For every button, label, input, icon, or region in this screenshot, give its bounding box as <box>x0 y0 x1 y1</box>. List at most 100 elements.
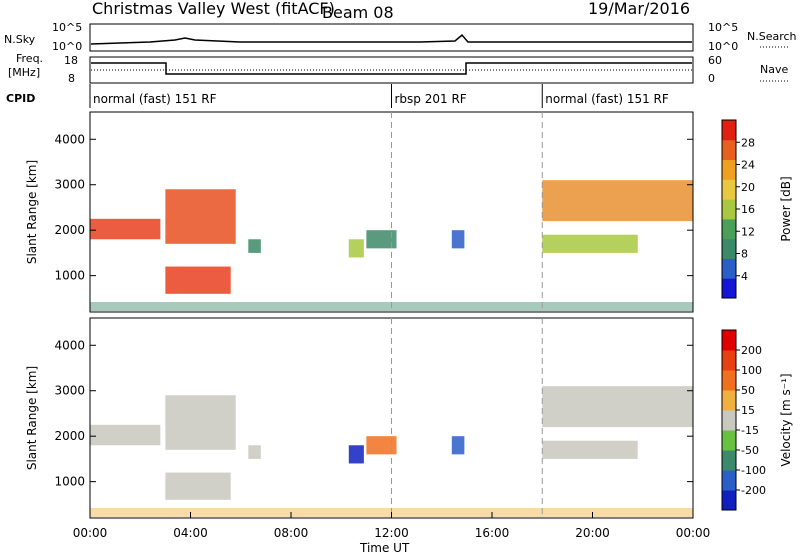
beam-title: Beam 08 <box>322 3 394 22</box>
colorbar-swatch <box>722 450 736 471</box>
y-tick-label: 4000 <box>54 132 85 146</box>
colorbar-tick-label: 24 <box>741 159 755 172</box>
colorbar-tick-label: 50 <box>741 384 755 397</box>
colorbar-label: Power [dB] <box>779 176 793 241</box>
colorbar-tick-label: 20 <box>741 181 755 194</box>
x-axis-label: Time UT <box>359 541 410 554</box>
y-tick-label: 2000 <box>54 429 85 443</box>
nsearch-tick-bottom: 10^0 <box>708 40 738 53</box>
y-tick-label: 4000 <box>54 338 85 352</box>
scatter-region <box>165 266 231 294</box>
nsky-strip-frame <box>89 23 694 52</box>
freq-trace <box>91 62 692 75</box>
cpid-segment-label: normal (fast) 151 RF <box>545 92 669 106</box>
station-title: Christmas Valley West (fitACF) <box>92 0 335 18</box>
scatter-region <box>451 436 465 455</box>
x-tick-label: 16:00 <box>475 526 510 540</box>
freq-label: Freq. <box>16 52 43 65</box>
colorbar-swatch <box>722 278 736 299</box>
scatter-region <box>90 218 161 240</box>
nave-tick-top: 60 <box>708 54 722 67</box>
colorbar-tick-label: 4 <box>741 270 748 283</box>
scatter-region <box>348 445 364 464</box>
y-axis-label: Slant Range [km] <box>25 366 39 470</box>
scatter-region <box>165 189 236 244</box>
scatter-region <box>90 424 161 446</box>
scatter-region <box>348 239 364 258</box>
colorbar-tick-label: 28 <box>741 136 755 149</box>
nsky-trace <box>90 33 692 45</box>
colorbar-swatch <box>722 470 736 491</box>
x-tick-label: 08:00 <box>274 526 309 540</box>
colorbar-tick-label: -100 <box>741 464 766 477</box>
colorbar-swatch <box>722 258 736 279</box>
scatter-region <box>366 436 397 455</box>
power-panel: 1000 2000 3000 4000 Slant Range [km] 28 24 20 16… <box>25 111 793 313</box>
scatter-region <box>248 239 261 253</box>
y-tick-label: 3000 <box>54 384 85 398</box>
y-tick-label: 1000 <box>54 269 85 283</box>
scatter-region <box>542 440 638 459</box>
colorbar-tick-label: -15 <box>741 424 759 437</box>
freq-tick-bottom: 8 <box>68 72 75 85</box>
x-tick-label: 00:00 <box>73 526 108 540</box>
x-tick-label: 12:00 <box>374 526 409 540</box>
colorbar-tick-label: -50 <box>741 444 759 457</box>
nsky-tick-top: 10^5 <box>52 21 82 34</box>
scatter-region <box>366 230 397 249</box>
nsearch-label: N.Search <box>747 30 797 43</box>
colorbar-swatch <box>722 139 736 161</box>
freq-strip-frame <box>89 56 694 84</box>
colorbar-swatch <box>722 350 736 371</box>
y-axis-label: Slant Range [km] <box>25 160 39 264</box>
colorbar-swatch <box>722 410 736 431</box>
colorbar-tick-label: 15 <box>741 404 755 417</box>
scatter-region <box>542 386 693 428</box>
colorbar-tick-label: -200 <box>741 484 766 497</box>
colorbar-swatch <box>722 159 736 180</box>
freq-unit-label: [MHz] <box>8 66 40 79</box>
scatter-region <box>248 445 261 459</box>
colorbar-tick-label: 12 <box>741 225 755 238</box>
colorbar-tick-label: 8 <box>741 248 748 261</box>
scatter-region <box>451 230 465 249</box>
velocity-panel: 1000 2000 3000 4000 Slant Range [km] 200 100 50… <box>25 317 793 519</box>
cpid-segment-label: rbsp 201 RF <box>395 92 467 106</box>
freq-tick-top: 18 <box>64 54 78 67</box>
x-tick-label: 20:00 <box>575 526 610 540</box>
colorbar-tick-label: 16 <box>741 203 755 216</box>
colorbar-swatch <box>722 370 736 391</box>
colorbar-tick-label: 200 <box>741 344 762 357</box>
nsearch-tick-top: 10^5 <box>708 21 738 34</box>
date-title: 19/Mar/2016 <box>588 0 690 18</box>
nsky-tick-bottom: 10^0 <box>52 40 82 53</box>
nave-tick-bottom: 0 <box>708 72 715 85</box>
colorbar-swatch <box>722 430 736 451</box>
cpid-label: CPID <box>6 92 35 105</box>
scatter-region <box>165 472 231 500</box>
cpid-segments: normal (fast) 151 RF rbsp 201 RF normal (f… <box>89 84 669 108</box>
colorbar-tick-label: 100 <box>741 364 762 377</box>
colorbar-swatch <box>722 218 736 240</box>
colorbar-swatch <box>722 179 736 200</box>
colorbar-frame <box>721 329 737 511</box>
cpid-segment-label: normal (fast) 151 RF <box>93 92 217 106</box>
y-tick-label: 3000 <box>54 178 85 192</box>
y-tick-label: 1000 <box>54 475 85 489</box>
colorbar-swatch <box>722 330 736 351</box>
x-tick-label: 04:00 <box>173 526 208 540</box>
x-tick-label: 00:00 <box>676 526 711 540</box>
colorbar-swatch <box>722 199 736 220</box>
nave-label: Nave <box>760 63 788 76</box>
colorbar-swatch <box>722 238 736 259</box>
colorbar-swatch <box>722 120 736 141</box>
nsky-label: N.Sky <box>4 33 36 46</box>
x-axis: 00:00 04:00 08:00 12:00 16:00 20:00 00:00 <box>73 512 711 540</box>
colorbar-swatch <box>722 390 736 411</box>
colorbar-swatch <box>722 490 736 511</box>
scatter-region <box>542 180 693 222</box>
y-tick-label: 2000 <box>54 223 85 237</box>
scatter-region <box>165 395 236 450</box>
scatter-region <box>542 234 638 253</box>
